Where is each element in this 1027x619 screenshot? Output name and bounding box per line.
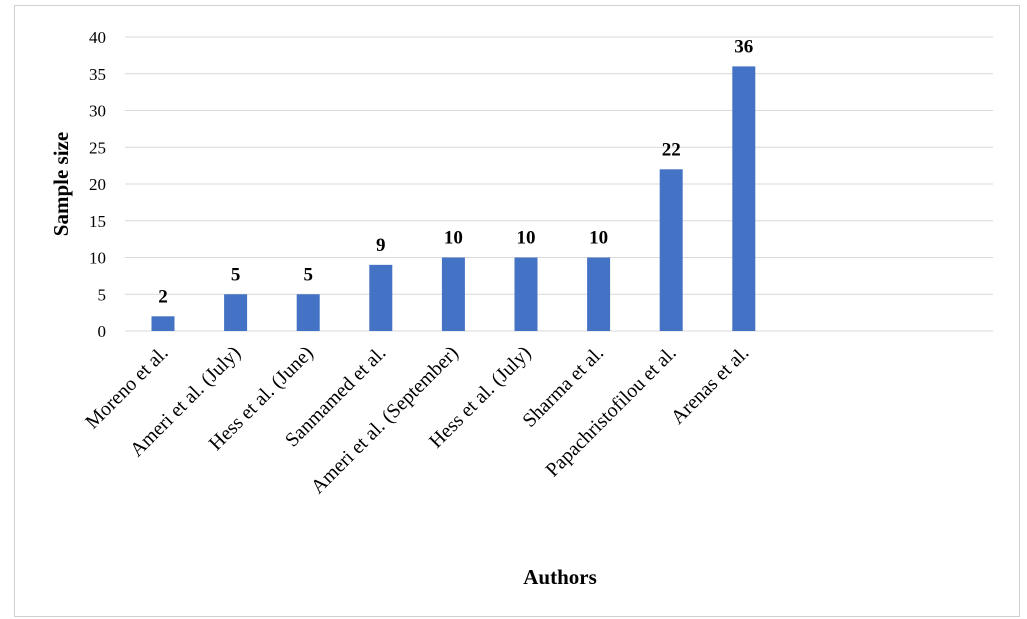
data-label: 5	[231, 264, 241, 285]
bar	[659, 169, 683, 331]
data-labels: 2 5 5 9 10 10 10 22 36	[158, 36, 753, 307]
x-axis-title: Authors	[523, 565, 597, 589]
x-category-label: Papachristofilou et al.	[541, 342, 680, 481]
y-tick-label: 5	[98, 285, 107, 304]
bar	[151, 316, 175, 331]
y-tick-label: 40	[89, 28, 106, 47]
y-tick-label: 30	[89, 102, 106, 121]
data-label: 22	[662, 139, 681, 160]
y-tick-label: 25	[89, 138, 106, 157]
data-label: 36	[734, 36, 753, 57]
data-label: 10	[444, 228, 463, 249]
data-label: 10	[589, 228, 608, 249]
x-category-labels: Moreno et al.Ameri et al. (July)Hess et …	[81, 342, 753, 498]
y-tick-labels: 0 5 10 15 20 25 30 35 40	[89, 28, 106, 341]
bar	[369, 264, 393, 331]
bar	[587, 257, 611, 331]
bars	[151, 66, 756, 332]
y-tick-label: 15	[89, 212, 106, 231]
y-tick-label: 0	[98, 322, 107, 341]
y-axis-title: Sample size	[49, 132, 73, 236]
data-label: 2	[158, 286, 168, 307]
data-label: 9	[376, 235, 386, 256]
x-category-label: Arenas et al.	[667, 342, 754, 429]
bar	[296, 294, 320, 331]
y-tick-label: 35	[89, 65, 106, 84]
bar	[224, 294, 248, 331]
bar	[441, 257, 465, 331]
data-label: 10	[517, 228, 536, 249]
bar	[732, 66, 756, 332]
x-category-label: Ameri et al. (September)	[307, 342, 463, 498]
bar	[514, 257, 538, 331]
y-tick-label: 10	[89, 249, 106, 268]
gridlines	[125, 36, 993, 332]
data-label: 5	[303, 264, 313, 285]
y-tick-label: 20	[89, 175, 106, 194]
